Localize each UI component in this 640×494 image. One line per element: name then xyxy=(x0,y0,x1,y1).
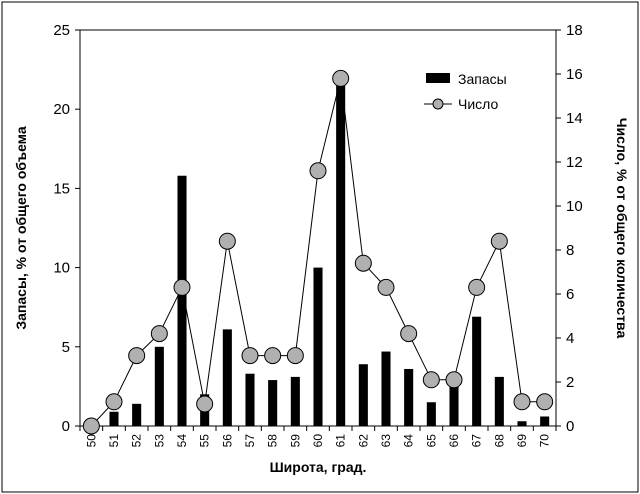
legend-bar-swatch xyxy=(426,73,450,83)
legend-label-line: Число xyxy=(458,96,498,112)
y2-tick-label: 18 xyxy=(566,22,583,39)
line-point xyxy=(377,278,395,296)
x-tick-label: 58 xyxy=(266,434,280,448)
bar xyxy=(177,175,187,426)
x-tick-label: 50 xyxy=(84,434,98,448)
y2-tick-label: 8 xyxy=(566,242,574,259)
line-point xyxy=(332,69,350,87)
bar xyxy=(358,364,368,426)
x-tick-label: 63 xyxy=(379,434,393,448)
bar xyxy=(222,329,232,426)
y2-tick-label: 2 xyxy=(566,374,574,391)
x-tick-label: 51 xyxy=(107,434,121,448)
y2-tick-label: 10 xyxy=(566,198,583,215)
y2-tick-label: 14 xyxy=(566,110,583,127)
line-point xyxy=(400,325,418,343)
legend-label-bars: Запасы xyxy=(458,71,507,87)
y-tick-label: 5 xyxy=(62,339,70,356)
bar xyxy=(517,421,527,426)
bar xyxy=(290,376,300,426)
x-tick-label: 61 xyxy=(334,434,348,448)
right-axis: 0 2 4 6 8 10 12 14 16 18 xyxy=(556,22,583,435)
x-tick-label: 54 xyxy=(175,434,189,448)
x-tick-label: 59 xyxy=(288,434,302,448)
line-point xyxy=(105,393,123,411)
x-axis-title: Широта, град. xyxy=(270,459,367,475)
line-point xyxy=(218,232,236,250)
line-point xyxy=(468,278,486,296)
legend: Запасы Число xyxy=(424,71,507,112)
line-point xyxy=(196,395,214,413)
x-tick-label: 55 xyxy=(198,434,212,448)
x-tick-label: 56 xyxy=(220,434,234,448)
y2-tick-label: 4 xyxy=(566,330,574,347)
bar xyxy=(472,316,482,426)
x-tick-label: 65 xyxy=(424,434,438,448)
line-point xyxy=(264,347,282,365)
bar xyxy=(313,267,323,426)
y-tick-label: 20 xyxy=(53,101,70,118)
line-point xyxy=(445,371,463,389)
bar xyxy=(540,416,550,426)
bar xyxy=(381,351,391,426)
y2-tick-label: 12 xyxy=(566,154,583,171)
y-tick-label: 10 xyxy=(53,260,70,277)
legend-marker-swatch xyxy=(432,98,444,110)
y-axis-title: Запасы, % от общего объема xyxy=(13,126,29,329)
line-point xyxy=(241,347,259,365)
x-tick-label: 57 xyxy=(243,434,257,448)
line-point xyxy=(513,393,531,411)
x-tick-label: 66 xyxy=(447,434,461,448)
line-point xyxy=(422,371,440,389)
y-tick-label: 25 xyxy=(53,22,70,39)
line-point xyxy=(536,393,554,411)
line-point xyxy=(150,325,168,343)
y-tick-label: 15 xyxy=(53,180,70,197)
y2-tick-label: 6 xyxy=(566,286,574,303)
line-point xyxy=(354,254,372,272)
x-tick-label: 69 xyxy=(515,434,529,448)
left-axis: 0 5 10 15 20 25 xyxy=(53,22,80,435)
line-point xyxy=(286,347,304,365)
bar xyxy=(426,402,436,426)
x-tick-label: 70 xyxy=(538,434,552,448)
line-point xyxy=(490,232,508,250)
line-series xyxy=(82,69,554,435)
x-tick-label: 60 xyxy=(311,434,325,448)
y2-axis-title: Число, % от общего количества xyxy=(614,118,630,339)
line-point xyxy=(128,347,146,365)
bar xyxy=(268,380,278,426)
line-point xyxy=(309,162,327,180)
bar xyxy=(336,85,346,426)
x-tick-label: 53 xyxy=(152,434,166,448)
bar xyxy=(154,346,164,426)
x-tick-label: 52 xyxy=(130,434,144,448)
x-axis: 50 51 52 53 54 55 56 57 58 59 60 61 62 63 64 65 66 67 68 69… xyxy=(79,426,557,448)
x-tick-label: 64 xyxy=(402,434,416,448)
bar xyxy=(494,376,504,426)
y-tick-label: 0 xyxy=(62,418,70,435)
bar xyxy=(449,381,459,426)
x-tick-label: 62 xyxy=(356,434,370,448)
y2-tick-label: 0 xyxy=(566,418,574,435)
x-tick-label: 68 xyxy=(492,434,506,448)
bar xyxy=(404,368,414,426)
line-point xyxy=(82,417,100,435)
bar xyxy=(132,403,142,426)
bar xyxy=(109,411,119,426)
y2-tick-label: 16 xyxy=(566,66,583,83)
x-tick-label: 67 xyxy=(470,434,484,448)
bar xyxy=(245,373,255,426)
line-point xyxy=(173,278,191,296)
